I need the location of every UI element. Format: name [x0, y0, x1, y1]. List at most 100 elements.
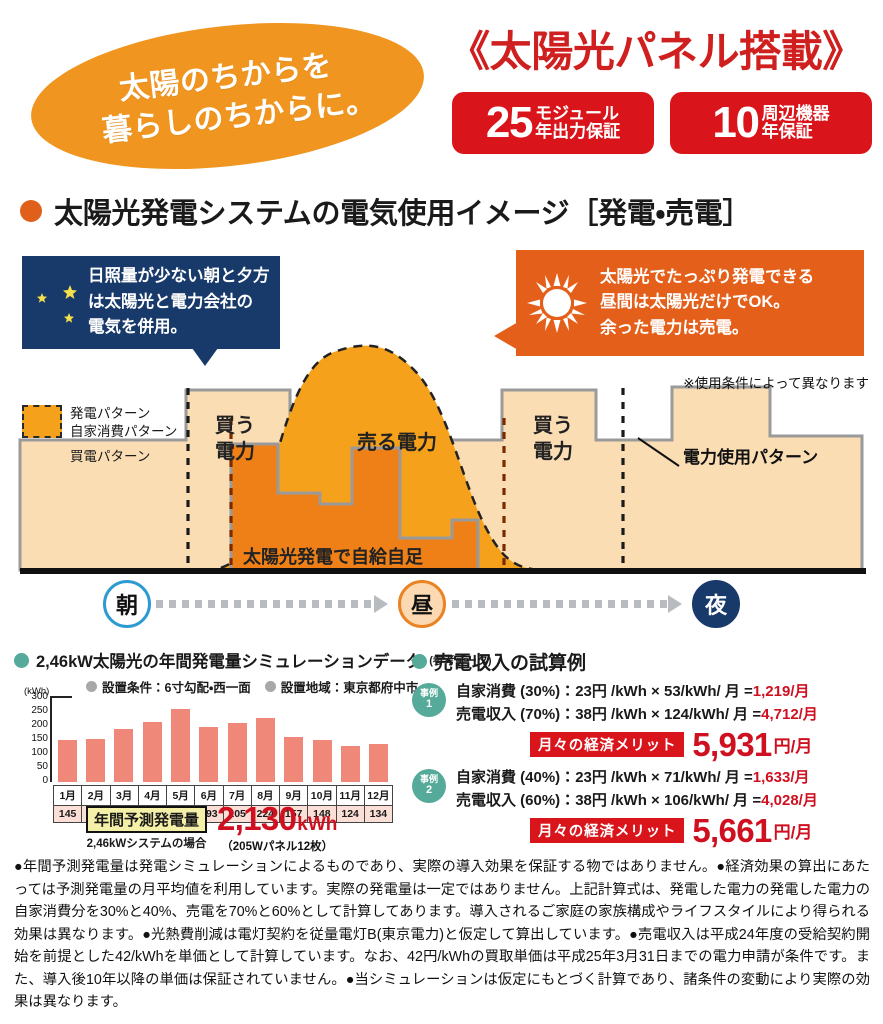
bubble-night-text: 日照量が少ない朝と夕方 は太陽光と電力会社の 電気を併用。: [88, 264, 270, 341]
bar-chart-bar: [199, 726, 219, 782]
table-cell-month: 2月: [81, 785, 111, 806]
revenue-case-2-merit-value: 5,661: [692, 812, 772, 849]
bar-chart-bar: [171, 709, 190, 782]
revenue-title: 売電収入の試算例: [412, 648, 882, 675]
revenue-case-1: 事例 1 自家消費 (30%)：23円 /kWh × 53/kWh/ 月 =1,…: [412, 681, 882, 726]
bar-chart-bar: [86, 738, 105, 782]
r2c2-result: 4,028/月: [761, 791, 818, 809]
bubble-day-text: 太陽光でたっぷり発電できる 昼間は太陽光だけでOK。 余った電力は売電。: [600, 265, 814, 342]
r2c1-price: 23円 /kWh: [575, 769, 647, 786]
bubble-day-tail: [494, 322, 518, 350]
revenue-case-2-merit-unit: 円/月: [773, 823, 813, 842]
annual-forecast-unit: kWh: [297, 814, 338, 835]
energy-usage-diagram: 日照量が少ない朝と夕方 は太陽光と電力会社の 電気を併用。: [0, 248, 883, 588]
bar-chart-ytick-100: 100: [31, 747, 48, 758]
table-cell-month: 7月: [222, 785, 252, 806]
revenue-case-2-badge-num: 2: [425, 784, 433, 797]
bar-chart-ytick-250: 250: [31, 705, 48, 716]
r2c1-label: 自家消費 (40%)：: [456, 769, 576, 786]
table-cell-month: 3月: [109, 785, 139, 806]
label-buy-right-line-1: 買う: [533, 415, 573, 437]
annual-forecast-sublabel: 2,46kWシステムの場合: [86, 837, 207, 850]
revenue-case-1-merit-tag: 月々の経済メリット: [530, 732, 685, 757]
bar-chart-bar: [256, 717, 275, 782]
label-buy-right-line-2: 電力: [533, 440, 573, 463]
label-usage-pattern: 電力使用パターン: [683, 448, 819, 467]
legend-label-generation: 発電パターン: [70, 406, 151, 421]
bubble-night-line-1: 日照量が少ない朝と夕方: [88, 267, 270, 286]
annual-forecast-note: （205Wパネル12枚）: [221, 841, 334, 853]
monthly-generation-bar-chart: (kWh) 300 250 200 150 100 50 0 1月 2月 3月 4月 5…: [22, 686, 412, 823]
revenue-case-2-merit-tag: 月々の経済メリット: [530, 818, 685, 843]
r1c2-qty: 124/kWh/ 月: [663, 705, 749, 723]
revenue-case-1-badge-num: 1: [425, 698, 433, 711]
bar-chart-bar: [284, 737, 304, 782]
bar-chart-y-axis: [50, 696, 52, 782]
r1c2-eq: =: [752, 705, 762, 723]
condition-region-label: 設置地域：東京都府中市: [280, 681, 419, 695]
grey-dot-icon-1: [86, 681, 97, 692]
revenue-case-1-row-1: 自家消費 (30%)：23円 /kWh × 53/kWh/ 月 =1,219/月: [456, 681, 818, 704]
warranty-badge-peripheral-bottom: 年保証: [761, 122, 813, 141]
legend-item-generation: 発電パターン 自家消費パターン: [22, 405, 202, 441]
section-header-label: 太陽光発電システムの電気使用イメージ［発電・売電］: [54, 198, 752, 230]
label-buy-power-right: 買う 電力: [533, 414, 573, 465]
legend-item-buy: 買電パターン: [22, 448, 202, 469]
r1c2-price: 38円 /kWh: [575, 705, 647, 723]
usage-pattern-leader-line: [637, 437, 680, 467]
warranty-badges: 25 モジュール 年出力保証 10 周辺機器 年保証: [452, 92, 872, 154]
legend-label-buy: 買電パターン: [70, 449, 151, 465]
bubble-day: 太陽光でたっぷり発電できる 昼間は太陽光だけでOK。 余った電力は売電。: [494, 250, 864, 356]
hero-title: 《太陽光パネル搭載》: [448, 28, 864, 75]
bubble-night-tail: [192, 348, 218, 366]
warranty-badge-peripheral-top: 周辺機器: [761, 103, 830, 123]
revenue-case-1-merit: 月々の経済メリット 5,931 円/月: [530, 728, 882, 761]
table-cell-month: 5月: [165, 785, 196, 806]
revenue-case-2-merit: 月々の経済メリット 5,661 円/月: [530, 814, 882, 847]
r1c1-label: 自家消費 (30%)：: [456, 683, 576, 700]
annual-generation-panel: 2,46kW太陽光の年間発電量シミュレーションデータ (参考データ) 設置条件：…: [14, 648, 492, 853]
r1c1-qty: 53/kWh/ 月: [663, 683, 740, 700]
table-cell-value: 157: [278, 805, 309, 823]
table-cell-value: 145: [52, 805, 83, 823]
bar-chart-top-rule: [50, 696, 72, 698]
r2c1-qty: 71/kWh/ 月: [663, 769, 740, 786]
hero-section: 太陽のちからを 暮らしのちからに。 《太陽光パネル搭載》 25 モジュール 年出…: [0, 0, 883, 188]
revenue-case-2-badge-top: 事例: [419, 774, 438, 785]
label-buy-left-line-2: 電力: [215, 440, 255, 463]
label-buy-power-left: 買う 電力: [215, 414, 255, 465]
bubble-night-line-3: 電気を併用。: [88, 318, 187, 337]
r2c2-price: 38円 /kWh: [575, 791, 647, 809]
condition-install: 設置条件：6寸勾配・西一面: [86, 677, 251, 696]
revenue-case-2: 事例 2 自家消費 (40%)：23円 /kWh × 71/kWh/ 月 =1,…: [412, 767, 882, 812]
r2c2-label: 売電収入 (60%)：: [456, 791, 576, 809]
revenue-case-2-row-2: 売電収入 (60%)：38円 /kWh × 106/kWh/ 月 =4,028/…: [456, 790, 818, 813]
revenue-case-1-row-2: 売電収入 (70%)：38円 /kWh × 124/kWh/ 月 =4,712/…: [456, 704, 818, 727]
timeline-badge-morning: 朝: [103, 580, 151, 628]
table-cell-value: 148: [307, 805, 337, 823]
annual-forecast-value: 2,130: [217, 800, 297, 837]
energy-usage-svg: [18, 344, 866, 574]
r1c1-price: 23円 /kWh: [575, 683, 647, 700]
diagram-legend: 発電パターン 自家消費パターン 買電パターン: [22, 405, 202, 475]
footnote-text: ●年間予測発電量は発電シミュレーションによるものであり、実際の導入効果を保証する…: [14, 859, 870, 1011]
annual-forecast-block: 年間予測発電量 2,46kWシステムの場合 2,130 kWh （205Wパネル…: [86, 802, 416, 854]
revenue-case-1-lines: 自家消費 (30%)：23円 /kWh × 53/kWh/ 月 =1,219/月…: [456, 681, 818, 726]
time-of-day-axis: 朝 昼 夜: [0, 578, 883, 632]
green-dot-icon-right: [412, 654, 427, 669]
green-dot-icon-left: [14, 652, 29, 668]
bar-chart-bar: [227, 723, 247, 782]
r1c1-result: 1,219/月: [752, 683, 810, 700]
label-sell-power: 売る電力: [357, 432, 437, 454]
table-cell-month: 10月: [307, 785, 337, 806]
r2c2-times: ×: [651, 791, 660, 809]
bar-chart-plot-area: [53, 696, 393, 782]
bar-chart-ytick-0: 0: [42, 775, 48, 786]
annual-forecast-label: 年間予測発電量: [86, 805, 208, 833]
annual-generation-title: 2,46kW太陽光の年間発電量シミュレーションデータ (参考データ): [14, 648, 492, 672]
table-cell-month: 9月: [278, 785, 309, 806]
label-buy-left-line-1: 買う: [215, 415, 255, 437]
bar-chart-bar: [57, 740, 77, 782]
annual-generation-title-sup: (参考データ): [429, 655, 492, 667]
